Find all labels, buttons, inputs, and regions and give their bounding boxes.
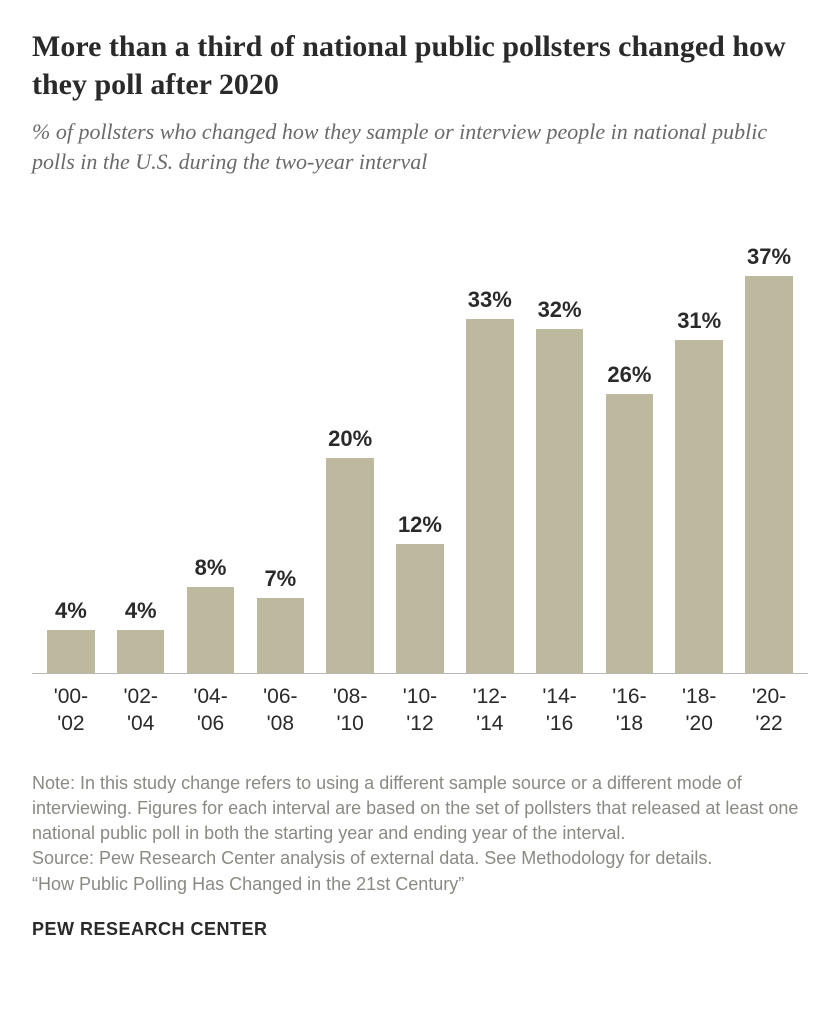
attribution: PEW RESEARCH CENTER <box>32 919 808 940</box>
x-axis-label: '16- '18 <box>595 684 665 737</box>
bars-row: 4% 4% 8% 7% 20% 12% 33% 32% 26% 31% 37% <box>32 204 808 674</box>
bar-chart: 4%4%8%7%20%12%33%32%26%31%37% '00- '02'0… <box>32 204 808 737</box>
bar-rect <box>745 276 792 674</box>
bar-rect <box>187 587 234 673</box>
bar-cell: 12% <box>385 512 455 673</box>
bar-rect <box>675 340 722 673</box>
bar-cell: 33% <box>455 287 525 674</box>
x-axis-label: '06- '08 <box>245 684 315 737</box>
bar-cell: 37% <box>734 244 804 674</box>
x-axis-label: '20- '22 <box>734 684 804 737</box>
bar-cell: 8% <box>176 555 246 673</box>
bar-value-label: 33% <box>468 287 512 313</box>
bar-value-label: 32% <box>538 297 582 323</box>
x-axis-label: '02- '04 <box>106 684 176 737</box>
chart-title: More than a third of national public pol… <box>32 28 808 103</box>
bar-cell: 26% <box>595 362 665 674</box>
chart-note: Note: In this study change refers to usi… <box>32 771 808 897</box>
bar-value-label: 12% <box>398 512 442 538</box>
x-axis-label: '18- '20 <box>664 684 734 737</box>
bar-value-label: 20% <box>328 426 372 452</box>
bar-cell: 4% <box>36 598 106 673</box>
bar-rect <box>257 598 304 673</box>
x-axis-label: '08- '10 <box>315 684 385 737</box>
bar-cell: 7% <box>245 566 315 673</box>
bar-cell: 4% <box>106 598 176 673</box>
bar-value-label: 4% <box>55 598 87 624</box>
bar-rect <box>466 319 513 674</box>
bar-cell: 31% <box>664 308 734 673</box>
chart-subtitle: % of pollsters who changed how they samp… <box>32 117 808 176</box>
bar-rect <box>117 630 164 673</box>
bar-value-label: 31% <box>677 308 721 334</box>
bar-value-label: 7% <box>264 566 296 592</box>
x-axis-label: '10- '12 <box>385 684 455 737</box>
bar-rect <box>47 630 94 673</box>
bar-rect <box>606 394 653 674</box>
x-axis-label: '04- '06 <box>176 684 246 737</box>
bar-cell: 20% <box>315 426 385 673</box>
x-axis-label: '00- '02 <box>36 684 106 737</box>
bar-value-label: 26% <box>607 362 651 388</box>
bar-rect <box>396 544 443 673</box>
bar-value-label: 37% <box>747 244 791 270</box>
x-axis-row: '00- '02'02- '04'04- '06'06- '08'08- '10… <box>32 674 808 737</box>
bar-rect <box>536 329 583 673</box>
bar-cell: 32% <box>525 297 595 673</box>
x-axis-label: '14- '16 <box>525 684 595 737</box>
bar-value-label: 4% <box>125 598 157 624</box>
x-axis-label: '12- '14 <box>455 684 525 737</box>
bar-rect <box>326 458 373 673</box>
bar-value-label: 8% <box>195 555 227 581</box>
